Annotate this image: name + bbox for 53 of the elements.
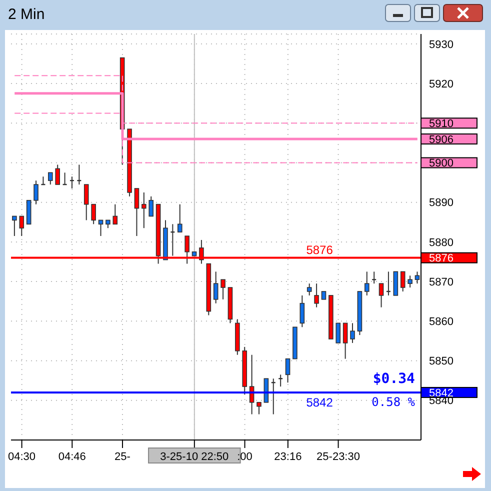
candlestick: [148, 196, 154, 217]
x-tick-label: 25-23:30: [316, 451, 360, 463]
candlestick: [414, 271, 420, 284]
y-tick-label: 5900: [429, 158, 454, 170]
candlestick: [26, 200, 32, 225]
y-tick-label: 5860: [429, 316, 454, 328]
candlestick: [378, 283, 384, 308]
candlestick: [48, 172, 53, 186]
candlestick: [364, 271, 370, 296]
candlestick: [408, 275, 412, 288]
candlestick: [256, 402, 262, 415]
candlestick: [98, 220, 104, 237]
candlestick: [314, 283, 319, 308]
candlestick: [12, 216, 17, 237]
y-tick-label: 5910: [429, 118, 454, 130]
x-tick-label: 23:16: [274, 451, 302, 463]
x-tick-label: 04:30: [8, 451, 36, 463]
candlestick: [55, 164, 60, 186]
candlestick: [393, 271, 398, 296]
y-tick-label: 5890: [429, 197, 454, 210]
candlestick: [350, 322, 355, 344]
y-tick-label: 5880: [429, 236, 454, 249]
candlestick: [336, 322, 341, 344]
candlestick: [306, 283, 312, 296]
candlestick: [213, 271, 218, 304]
x-tick-label: :00: [237, 451, 252, 463]
text: 5876: [429, 252, 454, 265]
candlestick: [300, 294, 305, 328]
candlestick: [400, 271, 406, 292]
candlestick: [19, 216, 24, 237]
candlestick: [220, 279, 226, 300]
candlestick: [142, 192, 146, 229]
x-tick-label: 3-25-10 22:50: [160, 451, 229, 463]
candlestick: [91, 204, 96, 225]
x-tick-label: 04:46: [58, 451, 86, 463]
annotation: $0.34: [372, 371, 415, 387]
candlestick: [34, 180, 38, 205]
y-tick-label: 5850: [429, 356, 454, 368]
candlestick: [285, 358, 290, 384]
candlestick: [84, 184, 89, 221]
chart-title: 2 Min: [8, 6, 45, 23]
y-tick-label: 5930: [429, 38, 454, 51]
ref-line-label: 5842: [306, 395, 334, 410]
y-tick-label: 5870: [429, 276, 454, 288]
ref-line-label: 5876: [306, 242, 334, 257]
candlestick: [112, 204, 118, 225]
candlestick: [134, 188, 140, 237]
annotation: 0.58 %: [372, 395, 415, 409]
data-label: 5906: [429, 134, 454, 146]
y-tick-label: 5920: [429, 78, 454, 90]
candlestick: [342, 322, 348, 360]
candlestick: [177, 204, 182, 233]
x-tick-label: 25-: [114, 451, 131, 463]
